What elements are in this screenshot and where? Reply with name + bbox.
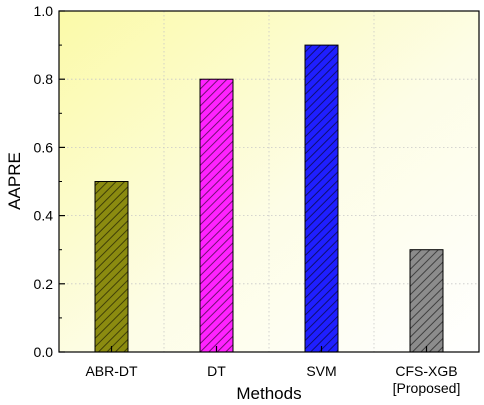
x-tick-label: DT — [207, 363, 226, 379]
bars — [94, 44, 444, 353]
axes: 0.0 0.2 0.4 0.6 0.8 1.0 ABR-DT DT SVM CFS-XGB[Pro… — [34, 3, 461, 396]
bar-cfs-xgb — [409, 249, 444, 353]
y-tick-label: 1.0 — [34, 3, 54, 19]
grid — [59, 11, 479, 352]
x-tick-label: SVM — [306, 363, 336, 379]
x-tick-label: ABR-DT — [85, 363, 138, 379]
y-tick-label: 0.2 — [34, 276, 54, 292]
y-tick-label: 0.8 — [34, 71, 54, 87]
y-tick-label: 0.0 — [34, 344, 54, 360]
x-tick-label: CFS-XGB — [395, 363, 457, 379]
bar-dt — [199, 78, 234, 353]
bar-abr-dt — [94, 181, 129, 353]
bar-svm — [304, 44, 339, 353]
x-axis-label: Methods — [236, 384, 301, 403]
x-tick-label: [Proposed] — [393, 380, 461, 396]
y-axis-label: AAPRE — [5, 152, 24, 210]
y-tick-label: 0.4 — [34, 208, 54, 224]
y-tick-label: 0.6 — [34, 139, 54, 155]
